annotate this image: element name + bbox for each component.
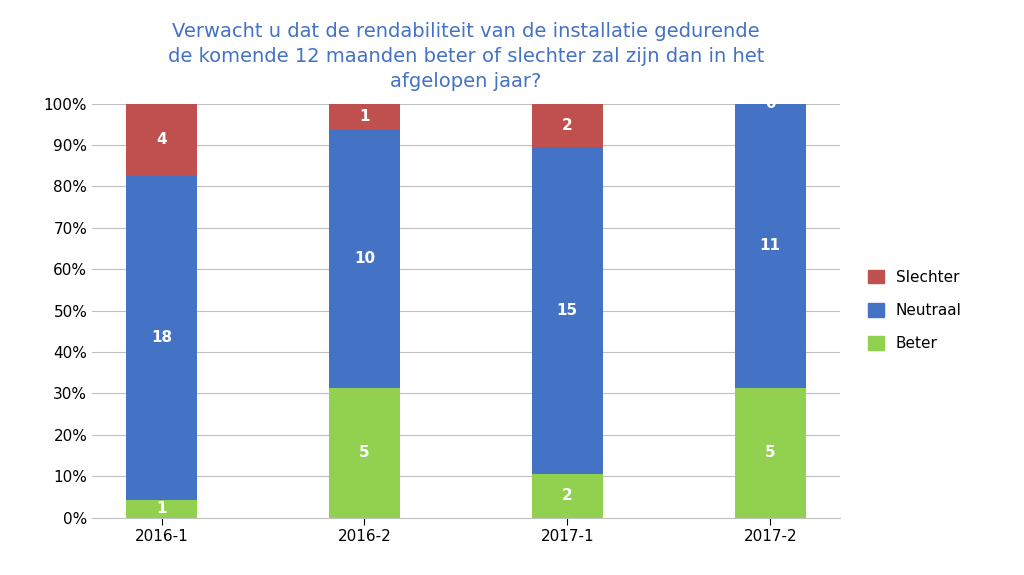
- Text: 0: 0: [765, 96, 775, 111]
- Text: 4: 4: [157, 132, 167, 147]
- Text: 1: 1: [359, 109, 370, 124]
- Text: 10: 10: [354, 251, 375, 266]
- Bar: [734, 104, 806, 388]
- Bar: [734, 388, 806, 518]
- Bar: [329, 104, 400, 129]
- Bar: [531, 104, 603, 147]
- Text: 11: 11: [760, 238, 780, 254]
- Text: 2: 2: [562, 488, 572, 503]
- Text: 5: 5: [765, 445, 775, 461]
- Bar: [126, 175, 198, 500]
- Bar: [329, 129, 400, 388]
- Bar: [531, 474, 603, 518]
- Bar: [126, 500, 198, 518]
- Bar: [126, 104, 198, 175]
- Text: 5: 5: [359, 445, 370, 461]
- Text: 1: 1: [157, 501, 167, 516]
- Bar: [531, 147, 603, 474]
- Title: Verwacht u dat de rendabiliteit van de installatie gedurende
de komende 12 maand: Verwacht u dat de rendabiliteit van de i…: [168, 22, 764, 91]
- Text: 18: 18: [152, 330, 172, 345]
- Bar: [329, 388, 400, 518]
- Text: 15: 15: [557, 303, 578, 318]
- Text: 2: 2: [562, 118, 572, 133]
- Legend: Slechter, Neutraal, Beter: Slechter, Neutraal, Beter: [862, 263, 968, 358]
